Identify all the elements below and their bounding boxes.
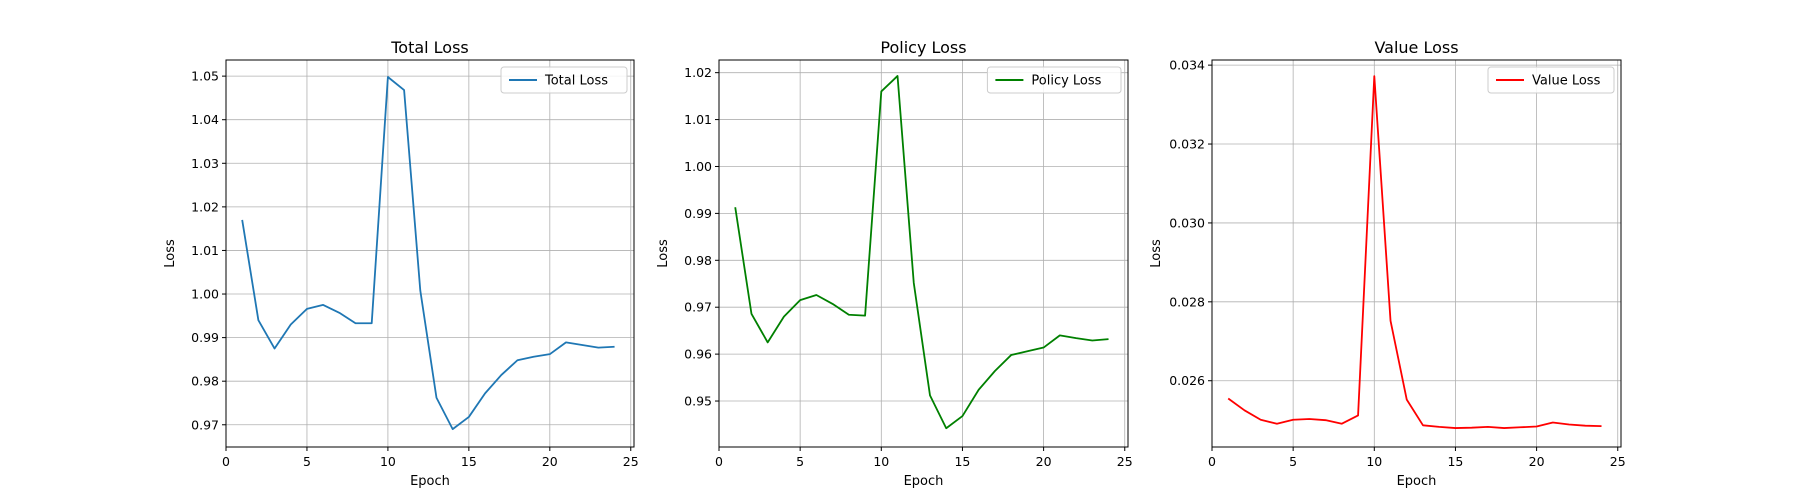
- y-tick-label: 0.96: [684, 347, 712, 362]
- x-tick-label: 15: [461, 454, 477, 469]
- y-axis-label: Loss: [1149, 239, 1164, 268]
- y-tick-label: 1.04: [191, 112, 219, 127]
- x-tick-label: 0: [1208, 454, 1216, 469]
- x-tick-label: 15: [954, 454, 970, 469]
- x-tick-label: 20: [542, 454, 558, 469]
- y-tick-label: 0.99: [684, 206, 712, 221]
- legend: Total Loss: [500, 66, 628, 94]
- x-tick-label: 10: [380, 454, 396, 469]
- x-tick-label: 15: [1447, 454, 1463, 469]
- y-tick-label: 0.034: [1169, 58, 1205, 73]
- x-axis-label: Epoch: [904, 474, 944, 489]
- axes-frame: [225, 59, 635, 448]
- series-line: [241, 76, 615, 431]
- axes-frame: [1211, 59, 1622, 448]
- x-tick-label: 25: [1610, 454, 1626, 469]
- y-tick-label: 1.01: [191, 243, 219, 258]
- x-tick-label: 20: [1036, 454, 1052, 469]
- legend: Value Loss: [1487, 66, 1615, 94]
- chart-title: Total Loss: [390, 38, 469, 57]
- x-tick-label: 10: [873, 454, 889, 469]
- x-tick-label: 25: [623, 454, 639, 469]
- x-axis-label: Epoch: [1397, 474, 1437, 489]
- y-tick-label: 0.99: [191, 330, 219, 345]
- x-tick-label: 20: [1529, 454, 1545, 469]
- legend-label: Value Loss: [1532, 74, 1601, 89]
- y-tick-label: 0.95: [684, 394, 712, 409]
- legend-label: Total Loss: [544, 74, 608, 89]
- panel-2: 0 5 10 15 20 25 0.95 0.96 0.97 0.98 0.99 1.00 1.01 1.…: [656, 38, 1133, 489]
- y-axis-label: Loss: [163, 239, 178, 268]
- legend-box: [986, 66, 1122, 94]
- x-tick-label: 5: [796, 454, 804, 469]
- x-tick-label: 5: [1289, 454, 1297, 469]
- x-tick-label: 0: [222, 454, 230, 469]
- legend-box: [1487, 66, 1615, 94]
- x-axis-label: Epoch: [410, 474, 450, 489]
- x-tick-label: 0: [715, 454, 723, 469]
- x-tick-label: 10: [1366, 454, 1382, 469]
- legend-label: Policy Loss: [1031, 74, 1101, 89]
- legend: Policy Loss: [986, 66, 1122, 94]
- y-tick-label: 1.00: [684, 159, 712, 174]
- y-axis-label: Loss: [656, 239, 671, 268]
- panel-3: 0 5 10 15 20 25 0.026 0.028 0.030 0.032 0.034 Value…: [1149, 38, 1626, 489]
- y-tick-label: 0.026: [1169, 373, 1205, 388]
- y-tick-label: 1.03: [191, 156, 219, 171]
- y-tick-label: 0.98: [684, 253, 712, 268]
- y-tick-label: 1.05: [191, 69, 219, 84]
- panel-1: 0 5 10 15 20 25 0.97 0.98 0.99 1.00 1.01 1.02 1.03 1.…: [163, 38, 639, 489]
- y-tick-label: 0.98: [191, 374, 219, 389]
- y-tick-label: 0.97: [684, 300, 712, 315]
- y-tick-label: 0.032: [1169, 137, 1205, 152]
- y-tick-label: 1.01: [684, 112, 712, 127]
- chart-title: Value Loss: [1374, 38, 1458, 57]
- x-tick-label: 25: [1117, 454, 1133, 469]
- y-tick-label: 0.030: [1169, 215, 1205, 230]
- axes-frame: [718, 59, 1129, 448]
- series-line: [734, 75, 1109, 430]
- y-tick-label: 0.97: [191, 417, 219, 432]
- y-tick-label: 1.00: [191, 287, 219, 302]
- y-tick-label: 1.02: [684, 65, 712, 80]
- series-line: [1227, 75, 1602, 429]
- x-tick-label: 5: [303, 454, 311, 469]
- y-tick-label: 1.02: [191, 199, 219, 214]
- legend-box: [500, 66, 628, 94]
- chart-title: Policy Loss: [880, 38, 966, 57]
- y-tick-label: 0.028: [1169, 294, 1205, 309]
